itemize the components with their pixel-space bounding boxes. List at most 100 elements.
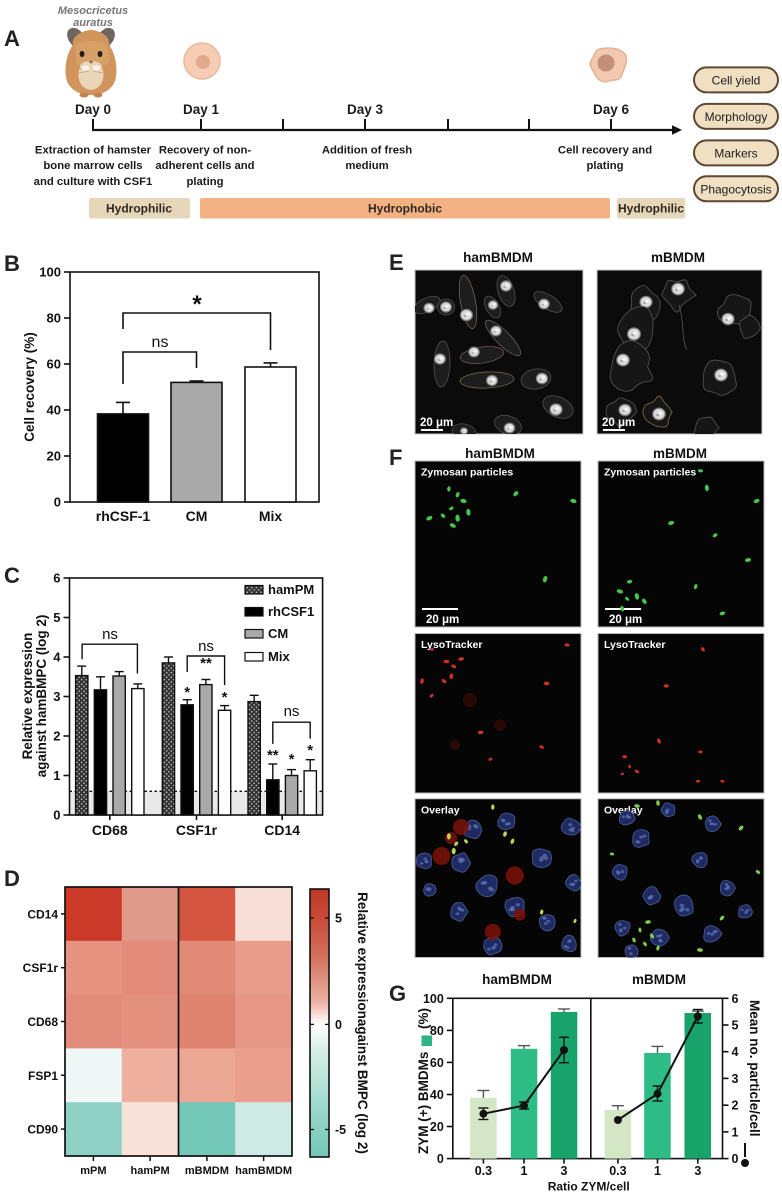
svg-text:adherent cells and: adherent cells and [155, 160, 254, 172]
svg-text:20: 20 [47, 449, 61, 464]
svg-text:hamPM: hamPM [268, 582, 314, 597]
svg-text:Cell recovery and: Cell recovery and [558, 145, 652, 157]
svg-text:ns: ns [152, 334, 169, 351]
svg-text:Relative expression: Relative expression [20, 633, 35, 760]
svg-text:20 μm: 20 μm [602, 417, 635, 429]
svg-text:mBMDM: mBMDM [185, 1165, 229, 1177]
svg-text:**: ** [267, 747, 279, 764]
svg-text:Mix: Mix [259, 508, 283, 524]
svg-text:6: 6 [732, 992, 739, 1006]
svg-text:ns: ns [102, 626, 118, 643]
svg-text:hamPM: hamPM [131, 1165, 170, 1177]
svg-text:plating: plating [186, 176, 223, 188]
svg-text:*: * [192, 291, 202, 318]
svg-text:20 μm: 20 μm [420, 417, 453, 429]
svg-text:80: 80 [47, 311, 61, 326]
svg-text:Cell yield: Cell yield [712, 73, 761, 87]
svg-text:Cell recovery (%): Cell recovery (%) [22, 332, 37, 442]
svg-text:auratus: auratus [73, 17, 113, 29]
svg-text:rhCSF-1: rhCSF-1 [96, 508, 151, 524]
svg-text:0: 0 [335, 1018, 342, 1032]
svg-text:mBMDM: mBMDM [653, 446, 707, 461]
svg-text:rhCSF1: rhCSF1 [268, 604, 314, 619]
svg-text:(%): (%) [416, 1008, 431, 1029]
svg-text:5: 5 [335, 912, 342, 926]
svg-text:CSF1r: CSF1r [176, 822, 218, 838]
svg-text:Hydrophobic: Hydrophobic [368, 202, 442, 216]
svg-text:0: 0 [437, 1152, 444, 1166]
svg-text:*: * [184, 684, 190, 701]
svg-text:0: 0 [53, 808, 60, 823]
svg-text:hamBMDM: hamBMDM [482, 972, 552, 987]
svg-text:CSF1r: CSF1r [23, 961, 59, 975]
svg-text:G: G [389, 981, 406, 1006]
svg-text:LysoTracker: LysoTracker [421, 639, 482, 651]
svg-text:C: C [4, 563, 20, 588]
svg-text:CD90: CD90 [27, 1123, 58, 1137]
svg-text:1: 1 [53, 768, 60, 783]
svg-text:Recovery of non-: Recovery of non- [159, 145, 252, 157]
svg-text:20 μm: 20 μm [609, 614, 642, 626]
svg-text:Mesocricetus: Mesocricetus [58, 5, 128, 17]
svg-text:E: E [389, 250, 404, 275]
svg-text:100: 100 [39, 265, 61, 280]
svg-text:Morphology: Morphology [705, 110, 768, 124]
svg-text:3: 3 [732, 1072, 739, 1086]
svg-text:Relative expressionagainst BMP: Relative expressionagainst BMPC (log 2) [355, 892, 370, 1154]
svg-text:*: * [222, 689, 228, 706]
svg-text:FSP1: FSP1 [28, 1069, 58, 1083]
svg-text:2: 2 [53, 729, 60, 744]
svg-text:F: F [389, 445, 402, 470]
svg-text:60: 60 [430, 1056, 444, 1070]
svg-text:hamBMDM: hamBMDM [465, 446, 535, 461]
svg-text:1: 1 [732, 1125, 739, 1139]
svg-text:2: 2 [732, 1099, 739, 1113]
svg-text:20: 20 [430, 1120, 444, 1134]
svg-text:*: * [289, 751, 295, 768]
svg-text:Extraction of hamster: Extraction of hamster [35, 145, 152, 157]
svg-text:Hydrophilic: Hydrophilic [106, 202, 172, 216]
svg-text:ZYM (+) BMDMs: ZYM (+) BMDMs [416, 1052, 431, 1154]
svg-text:Addition of fresh: Addition of fresh [322, 145, 412, 157]
svg-text:Phagocytosis: Phagocytosis [700, 182, 771, 196]
svg-text:40: 40 [47, 403, 61, 418]
svg-text:1: 1 [654, 1164, 661, 1178]
svg-text:6: 6 [53, 571, 60, 586]
svg-text:0.3: 0.3 [475, 1164, 492, 1178]
svg-text:Day 1: Day 1 [183, 102, 220, 117]
svg-text:60: 60 [47, 357, 61, 372]
svg-text:3: 3 [561, 1164, 568, 1178]
svg-text:mBMDM: mBMDM [632, 972, 686, 987]
svg-text:B: B [4, 251, 20, 276]
svg-text:20 μm: 20 μm [426, 614, 459, 626]
svg-text:5: 5 [53, 610, 60, 625]
svg-text:Day 6: Day 6 [593, 102, 630, 117]
svg-text:**: ** [200, 655, 212, 672]
svg-text:4: 4 [732, 1045, 739, 1059]
svg-text:CD14: CD14 [27, 907, 58, 921]
svg-text:Hydrophilic: Hydrophilic [618, 202, 684, 216]
svg-text:Mean no. particle/cell: Mean no. particle/cell [747, 1000, 762, 1137]
svg-text:1: 1 [521, 1164, 528, 1178]
svg-text:5: 5 [732, 1019, 739, 1033]
svg-text:Overlay: Overlay [421, 804, 460, 816]
svg-text:0.3: 0.3 [609, 1164, 626, 1178]
svg-text:100: 100 [423, 992, 444, 1006]
svg-text:3: 3 [53, 689, 60, 704]
svg-text:CD14: CD14 [264, 822, 300, 838]
svg-text:CD68: CD68 [92, 822, 128, 838]
svg-text:Mix: Mix [268, 649, 290, 664]
svg-text:hamBMDM: hamBMDM [463, 250, 533, 265]
svg-text:CM: CM [186, 508, 208, 524]
svg-text:against hamBMPC (log 2): against hamBMPC (log 2) [34, 615, 49, 778]
svg-text:0: 0 [54, 495, 61, 510]
svg-text:D: D [4, 866, 20, 891]
svg-text:plating: plating [586, 160, 623, 172]
svg-text:bone marrow cells: bone marrow cells [43, 160, 142, 172]
svg-text:hamBMDM: hamBMDM [235, 1165, 292, 1177]
svg-text:mPM: mPM [80, 1165, 106, 1177]
svg-text:Day 3: Day 3 [347, 102, 384, 117]
svg-text:ns: ns [284, 703, 300, 720]
svg-text:40: 40 [430, 1088, 444, 1102]
svg-text:Ratio ZYM/cell: Ratio ZYM/cell [548, 1180, 630, 1194]
